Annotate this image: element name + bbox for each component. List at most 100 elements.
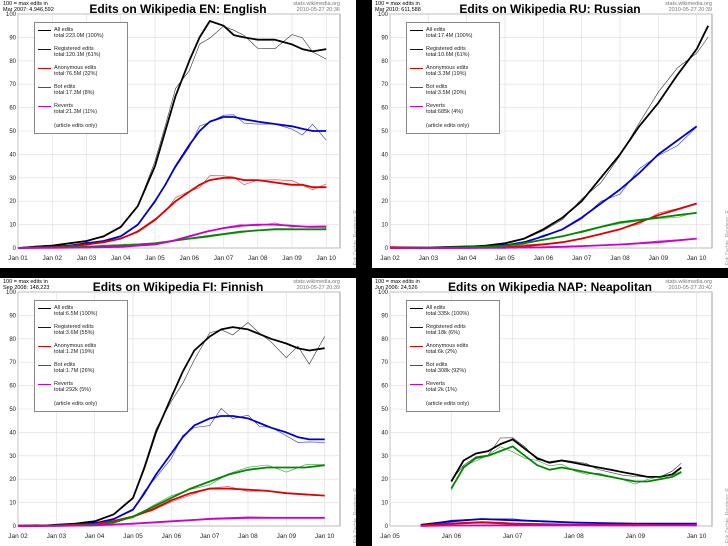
header-right: stats.wikimedia.org 2010-05-27 20:39 [665,1,712,13]
legend-swatch [38,106,51,107]
legend-swatch [38,327,51,328]
header-right-line: 2010-05-27 20:39 [668,7,712,13]
header-left: 100 = max edits in Sep 2008: 148,223 [3,279,50,291]
credit-text: Script: Erik Zachte, Renderer: R [353,488,356,546]
series-line-trend [390,237,697,249]
chart-title: Edits on Wikipedia RU: Russian [459,2,641,16]
legend-swatch [410,68,423,69]
y-tick-label: 90 [9,35,16,41]
series-line-trend [17,464,325,527]
legend-name: All edits [54,305,74,311]
chart-title: Edits on Wikipedia NAP: Neapolitan [448,280,652,294]
y-tick-label: 40 [381,430,388,436]
x-tick-label: Jan 10 [687,255,707,262]
x-tick-label: Jan 08 [248,255,268,262]
legend-note: (article edits only) [54,123,98,129]
header-right-line: 2010-05-27 20:36 [296,7,340,13]
y-tick-label: 70 [9,82,16,88]
chart-panel: 0 10 20 30 40 50 60 70 80 90 100 Jan 05 Jan 06 Jan 07… [372,278,728,546]
series-line-trend [17,176,327,249]
legend-name: Bot edits [54,84,76,90]
y-tick-label: 60 [381,106,388,112]
x-tick-label: Jan 10 [687,533,707,540]
header-right-line: 2010-05-27 20:39 [296,285,340,291]
legend-swatch [38,346,51,347]
header-left-line: 100 = max edits in [375,279,420,285]
x-tick-label: Jan 08 [610,255,630,262]
chart-panel: 0 10 20 30 40 50 60 70 80 90 100 Jan 01 Jan 02 Jan 03… [0,0,356,268]
header-left-line: Mar 2010: 611,588 [375,7,421,13]
legend-note: (article edits only) [426,401,470,407]
x-tick-label: Jan 10 [317,255,337,262]
series-line-trend [450,438,682,482]
y-tick-label: 60 [381,384,388,390]
y-tick-label: 100 [6,290,17,296]
x-tick-label: Jan 05 [380,533,400,540]
x-tick-label: Jan 09 [277,533,297,540]
legend-total: total:17.3M (8%) [54,90,95,96]
y-tick-label: 70 [9,360,16,366]
chart-svg: 0 10 20 30 40 50 60 70 80 90 100 Jan 02 Jan 03 Jan 04… [378,12,713,262]
header-right: stats.wikimedia.org 2010-05-27 20:36 [293,1,340,13]
legend-name: All edits [426,305,446,311]
x-tick-label: Jan 06 [162,533,182,540]
legend-total: total:120.1M (61%) [54,52,101,58]
x-tick-label: Jan 03 [47,533,67,540]
header-right-line: stats.wikimedia.org [293,279,340,285]
x-tick-label: Jan 06 [442,533,462,540]
header-left-line: 100 = max edits in [3,279,48,285]
y-tick-label: 80 [381,337,388,343]
x-tick-label: Jan 09 [649,255,669,262]
legend-total: total:292k (5%) [54,387,91,393]
legend-swatch [38,49,51,50]
x-tick-label: Jan 06 [180,255,200,262]
y-tick-label: 100 [378,290,389,296]
y-tick-label: 70 [381,360,388,366]
header-right: stats.wikimedia.org 2010-05-27 20:42 [665,279,712,291]
y-tick-label: 30 [9,454,16,460]
legend-name: Anonymous edits [54,343,97,349]
x-tick-label: Jan 04 [85,533,105,540]
y-tick-label: 90 [381,35,388,41]
legend-swatch [38,384,51,385]
x-tick-label: Jan 07 [572,255,592,262]
x-tick-label: Jan 05 [495,255,515,262]
x-tick-label: Jan 05 [123,533,143,540]
credit-text: Script: Erik Zachte, Renderer: R [353,210,356,268]
series-line-trend [17,20,327,249]
series-line-raw [451,446,682,491]
x-tick-label: Jan 03 [419,255,439,262]
legend-name: Bot edits [426,362,448,368]
y-tick-label: 20 [9,199,16,205]
legend-swatch [410,308,423,309]
series-line-trend [450,445,682,490]
legend: All edits total:6.5M (100%) Registered edi… [34,300,128,412]
legend-swatch [38,308,51,309]
header-right: stats.wikimedia.org 2010-05-27 20:39 [293,279,340,291]
x-tick-label: Jan 10 [315,533,335,540]
legend-total: total:685k (4%) [426,109,463,115]
legend-swatch [38,68,51,69]
x-tick-label: Jan 09 [282,255,302,262]
x-tick-label: Jan 07 [200,533,220,540]
legend-total: total:17.4M (100%) [426,33,473,39]
legend-swatch [38,365,51,366]
legend-name: Bot edits [426,84,448,90]
y-tick-label: 10 [381,223,388,229]
header-left-line: 100 = max edits in [375,1,420,7]
header-left: 100 = max edits in Jun 2006: 24,526 [375,279,420,291]
legend-total: total:335k (100%) [426,311,470,317]
y-tick-label: 50 [9,129,16,135]
legend-name: Registered edits [54,46,94,52]
y-tick-label: 30 [381,454,388,460]
legend-swatch [410,327,423,328]
y-tick-label: 50 [9,407,16,413]
y-tick-label: 10 [9,501,16,507]
header-left-line: Mar 2007: 4,946,592 [3,7,54,13]
series-line-trend [17,223,327,249]
legend-name: Reverts [426,103,445,109]
y-tick-label: 70 [381,82,388,88]
y-tick-label: 90 [381,313,388,319]
legend-total: total:21.3M (11%) [54,109,98,115]
legend-total: total:6k (2%) [426,349,457,355]
